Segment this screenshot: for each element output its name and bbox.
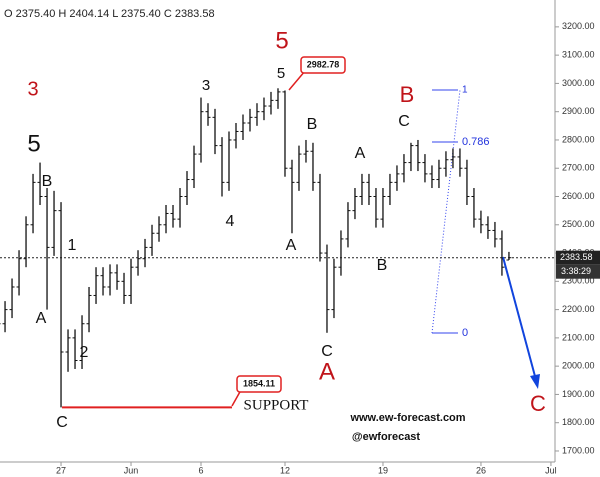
y-tick-label: 2300.00 <box>562 276 595 286</box>
annotation: 4 <box>226 213 235 230</box>
annotation: B <box>377 257 388 274</box>
x-tick-label: 27 <box>56 465 66 475</box>
y-tick-label: 2200.00 <box>562 304 595 314</box>
annotation: C <box>56 414 68 431</box>
annotation: 5 <box>277 65 285 82</box>
annotation: 0.786 <box>462 136 490 148</box>
annotation: 3 <box>202 77 210 94</box>
annotation: A <box>286 237 297 254</box>
y-tick-label: 1900.00 <box>562 389 595 399</box>
annotation: 3 <box>27 78 38 100</box>
annotation: 5 <box>27 130 40 157</box>
annotation: A <box>355 145 366 162</box>
callout-label: 1854.11 <box>243 378 275 388</box>
y-tick-label: 1800.00 <box>562 417 595 427</box>
annotation: 2 <box>80 344 89 361</box>
y-tick-label: 3000.00 <box>562 78 595 88</box>
countdown: 3:38:29 <box>561 266 591 276</box>
x-tick-label: 6 <box>198 465 203 475</box>
annotation: 1 <box>462 85 468 96</box>
arrow-head <box>530 374 540 389</box>
annotation: SUPPORT <box>244 397 309 413</box>
annotation: A <box>319 358 335 385</box>
annotation: C <box>398 113 410 130</box>
countdown-box <box>556 264 600 279</box>
annotation: C <box>530 391 546 416</box>
annotation: C <box>321 343 333 360</box>
projection-arrow <box>502 256 537 381</box>
ohlc-header: O 2375.40 H 2404.14 L 2375.40 C 2383.58 <box>4 8 215 20</box>
callout-box <box>236 375 282 393</box>
annotation: B <box>400 82 415 107</box>
x-tick-label: 19 <box>378 465 388 475</box>
annotation: 5 <box>275 27 288 54</box>
x-tick-label: Jul <box>545 465 557 475</box>
annotation: B <box>42 173 53 190</box>
y-tick-label: 2100.00 <box>562 332 595 342</box>
x-tick-label: 12 <box>280 465 290 475</box>
y-tick-label: 2500.00 <box>562 219 595 229</box>
last-price-label: 2383.58 <box>560 252 593 262</box>
annotation: B <box>307 116 318 133</box>
annotation: A <box>36 310 47 327</box>
last-price-box <box>556 250 600 265</box>
y-tick-label: 2600.00 <box>562 191 595 201</box>
y-tick-label: 3200.00 <box>562 21 595 31</box>
annotation: 0 <box>462 327 468 339</box>
y-tick-label: 2800.00 <box>562 134 595 144</box>
y-tick-label: 2700.00 <box>562 163 595 173</box>
y-tick-label: 3100.00 <box>562 50 595 60</box>
x-tick-label: 26 <box>476 465 486 475</box>
y-tick-label: 2000.00 <box>562 361 595 371</box>
x-tick-label: Jun <box>124 465 139 475</box>
y-tick-label: 2900.00 <box>562 106 595 116</box>
y-tick-label: 1700.00 <box>562 445 595 455</box>
callout-label: 2982.78 <box>307 59 340 69</box>
callout-box <box>300 56 346 74</box>
annotation: @ewforecast <box>352 431 421 443</box>
annotation: 1 <box>68 237 77 254</box>
callout-pointer <box>288 70 306 91</box>
annotation: www.ew-forecast.com <box>349 412 465 424</box>
